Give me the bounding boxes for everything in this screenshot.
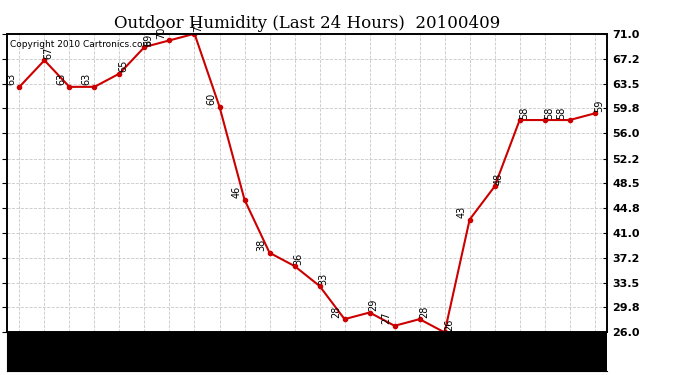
Text: 46: 46 bbox=[231, 186, 241, 198]
Text: 28: 28 bbox=[419, 305, 428, 318]
Text: 36: 36 bbox=[294, 252, 304, 265]
Text: Copyright 2010 Cartronics.com: Copyright 2010 Cartronics.com bbox=[10, 40, 151, 49]
Text: 48: 48 bbox=[494, 173, 504, 185]
Text: 65: 65 bbox=[119, 60, 128, 72]
Text: 29: 29 bbox=[368, 299, 379, 311]
Text: 69: 69 bbox=[144, 33, 154, 46]
Text: 63: 63 bbox=[6, 73, 16, 86]
Title: Outdoor Humidity (Last 24 Hours)  20100409: Outdoor Humidity (Last 24 Hours) 2010040… bbox=[114, 15, 500, 32]
Text: 43: 43 bbox=[456, 206, 466, 218]
Text: 58: 58 bbox=[519, 106, 529, 118]
Text: 33: 33 bbox=[319, 272, 328, 285]
Text: 58: 58 bbox=[544, 106, 554, 118]
Text: 59: 59 bbox=[594, 100, 604, 112]
Text: 58: 58 bbox=[556, 106, 566, 118]
Text: 38: 38 bbox=[256, 239, 266, 251]
Text: 63: 63 bbox=[56, 73, 66, 86]
Text: 28: 28 bbox=[331, 305, 342, 318]
Text: 26: 26 bbox=[444, 319, 454, 331]
Text: 63: 63 bbox=[81, 73, 91, 86]
Text: 67: 67 bbox=[43, 46, 54, 59]
Text: 60: 60 bbox=[206, 93, 216, 105]
Text: 27: 27 bbox=[382, 312, 391, 324]
Text: 70: 70 bbox=[156, 27, 166, 39]
Text: 71: 71 bbox=[194, 20, 204, 32]
